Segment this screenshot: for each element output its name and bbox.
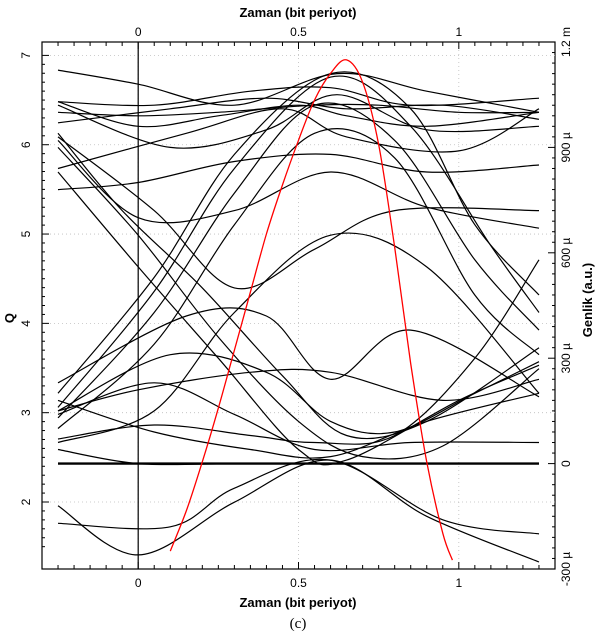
- y-axis-title-left: Q: [2, 313, 17, 323]
- y-right-tick-label: 900 µ: [559, 132, 573, 162]
- eye-trace: [57, 307, 540, 398]
- y-left-tick-label: 3: [19, 409, 33, 416]
- y-right-tick-label: 0: [559, 460, 573, 467]
- y-right-tick-label: 1.2 m: [559, 27, 573, 57]
- x-tick-label-bottom: 0: [135, 576, 142, 590]
- grid: [42, 42, 555, 569]
- plot-area: [41, 41, 556, 570]
- eye-trace: [57, 382, 540, 452]
- x-tick-label-top: 0.5: [290, 25, 307, 39]
- eye-trace: [57, 368, 540, 412]
- y-right-tick-label: -300 µ: [559, 552, 573, 586]
- eye-trace: [57, 459, 540, 563]
- x-tick-label-top: 1: [455, 25, 462, 39]
- y-left-tick-label: 4: [19, 320, 33, 327]
- eye-trace: [57, 75, 540, 408]
- y-right-tick-label: 600 µ: [559, 238, 573, 268]
- eye-trace: [57, 232, 540, 444]
- eye-trace: [57, 352, 540, 435]
- eye-trace: [57, 259, 540, 445]
- x-axis-title-bottom: Zaman (bit periyot): [239, 595, 356, 610]
- y-axis-title-right: Genlik (a.u.): [580, 263, 595, 337]
- eye-trace: [57, 128, 540, 429]
- y-left-tick-label: 6: [19, 141, 33, 148]
- eye-trace: [57, 139, 540, 229]
- eye-trace: [57, 458, 540, 535]
- x-tick-label-bottom: 1: [455, 576, 462, 590]
- axis-ticks: 0 0 0.5 0.5 1 1 2 3 4 5 6 7 -300 µ 0 300 µ 600 µ 900 µ 1.…: [19, 25, 573, 590]
- eye-trace: [57, 392, 540, 459]
- x-tick-label-bottom: 0.5: [290, 576, 307, 590]
- y-left-tick-label: 2: [19, 498, 33, 505]
- eye-trace: [57, 97, 540, 124]
- x-tick-label-top: 0: [135, 25, 142, 39]
- y-left-tick-label: 5: [19, 230, 33, 237]
- x-axis-title-top: Zaman (bit periyot): [239, 5, 356, 20]
- eye-trace: [57, 69, 540, 113]
- q-factor-curve: [169, 59, 454, 561]
- figure-caption: (c): [290, 616, 307, 632]
- y-left-tick-label: 7: [19, 52, 33, 59]
- eye-trace: [57, 102, 540, 419]
- eye-trace: [57, 94, 540, 149]
- y-right-tick-label: 300 µ: [559, 343, 573, 373]
- eye-trace: [57, 71, 540, 394]
